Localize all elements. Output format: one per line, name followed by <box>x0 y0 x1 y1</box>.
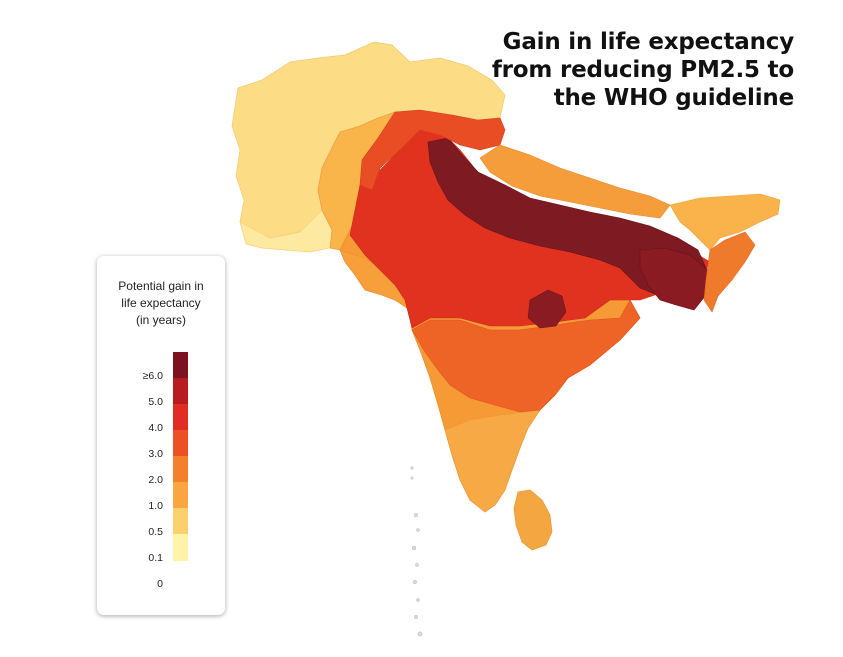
legend-title-line-2: life expectancy <box>121 296 201 310</box>
legend-tick: 2.0 <box>148 474 163 486</box>
legend-tick: 0.5 <box>148 526 163 538</box>
region-northeast-india <box>669 193 781 251</box>
legend-swatch <box>173 378 188 405</box>
legend-tick: 5.0 <box>148 396 163 408</box>
legend-tick: ≥6.0 <box>142 370 163 382</box>
legend-tick: 3.0 <box>148 448 163 460</box>
legend-swatch <box>173 456 188 483</box>
region-south-india <box>444 409 541 513</box>
region-nepal <box>479 144 671 219</box>
region-sri-lanka <box>513 489 553 551</box>
region-maldives <box>411 512 423 637</box>
legend-title: Potential gain in life expectancy (in ye… <box>97 278 225 329</box>
legend-tick: 1.0 <box>148 500 163 512</box>
title-line-1: Gain in life expectancy <box>502 29 795 55</box>
legend-color-scale <box>173 352 188 561</box>
region-northern-fringe <box>359 109 506 191</box>
legend-swatch <box>173 404 188 431</box>
legend-swatch <box>173 534 188 561</box>
legend-tick: 4.0 <box>148 422 163 434</box>
legend-tick: 0.1 <box>148 552 163 564</box>
legend-tick: 0 <box>157 578 163 590</box>
region-chhattisgarh-hotspot <box>527 289 567 329</box>
region-northeast-hills <box>703 231 756 313</box>
legend-title-line-3: (in years) <box>135 313 186 327</box>
legend: Potential gain in life expectancy (in ye… <box>97 256 225 615</box>
title-line-3: the WHO guideline <box>553 85 794 111</box>
legend-swatch <box>173 352 188 379</box>
legend-swatch <box>173 430 188 457</box>
map-title: Gain in life expectancy from reducing PM… <box>454 28 794 112</box>
legend-swatch <box>173 508 188 535</box>
region-bangladesh <box>639 247 709 311</box>
region-deccan <box>411 299 641 413</box>
title-line-2: from reducing PM2.5 to <box>491 57 794 83</box>
legend-title-line-1: Potential gain in <box>118 279 204 293</box>
legend-swatch <box>173 482 188 509</box>
region-small-islands <box>410 466 414 480</box>
